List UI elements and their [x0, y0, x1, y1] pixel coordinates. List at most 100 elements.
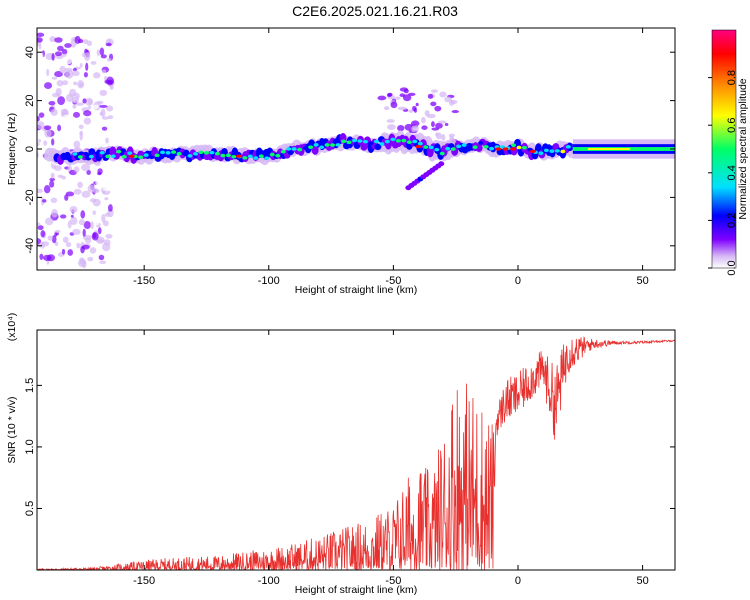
heatmap-cell: [92, 188, 99, 194]
heatmap-cell: [417, 141, 423, 146]
heatmap-cell: [72, 228, 81, 236]
heatmap-cell: [549, 149, 555, 153]
heatmap-cell: [54, 37, 63, 43]
heatmap-cell: [410, 120, 420, 127]
heatmap-cell: [313, 143, 319, 147]
heatmap-cell: [101, 69, 107, 74]
heatmap-cell: [291, 147, 297, 151]
heatmap-cell: [98, 254, 105, 261]
heatmap-cell: [374, 143, 382, 151]
heatmap-cell: [444, 96, 452, 103]
heatmap-cell: [83, 151, 89, 156]
heatmap-cell: [357, 139, 363, 143]
heatmap-cell: [51, 235, 57, 244]
heatmap-cell: [83, 71, 88, 78]
heatmap-cell: [394, 96, 401, 100]
heatmap-cell: [384, 139, 390, 144]
heatmap-cell: [37, 32, 45, 38]
heatmap-cell: [360, 142, 368, 151]
heatmap-cell: [103, 199, 107, 205]
colorbar-ticks: 0.0 0.2 0.4 0.6 0.8: [708, 70, 738, 276]
colorbar-tick-label: 0.6: [726, 118, 738, 133]
heatmap-cell: [390, 137, 396, 142]
x-tick-label: -100: [258, 275, 280, 287]
heatmap-cell: [510, 147, 517, 151]
heatmap-cell: [138, 155, 144, 160]
heatmap-cell: [96, 236, 105, 245]
heatmap-cell: [38, 112, 45, 118]
heatmap-cell: [57, 96, 65, 106]
heatmap-cell: [543, 148, 549, 153]
heatmap-cell: [76, 242, 81, 249]
heatmap-cell: [85, 97, 94, 106]
heatmap-cell: [88, 154, 94, 159]
heatmap-cell: [71, 70, 80, 77]
snr-ticks: -150 -100 -50 0 50 0.5 1.0 1.5: [24, 330, 675, 587]
heatmap-cell: [37, 188, 43, 193]
heatmap-cell: [64, 43, 72, 48]
heatmap-cell: [427, 93, 434, 99]
heatmap-cell: [99, 260, 107, 264]
heatmap-cell: [107, 58, 112, 62]
heatmap-cell: [346, 140, 352, 145]
heatmap-cell: [439, 91, 447, 98]
heatmap-cell: [59, 65, 66, 74]
heatmap-cell: [214, 151, 220, 156]
heatmap-cell: [72, 104, 77, 109]
x-tick-label: 0: [515, 575, 521, 587]
heatmap-cell: [73, 188, 82, 195]
heatmap-cell: [67, 249, 74, 256]
heatmap-cell: [95, 180, 102, 185]
x-tick-label: 50: [636, 275, 648, 287]
heatmap-cell: [435, 132, 439, 137]
heatmap-cell: [77, 39, 84, 44]
heatmap-cell: [171, 150, 177, 154]
heatmap-cell: [50, 108, 58, 116]
heatmap-cell: [105, 233, 113, 239]
heatmap-cell: [160, 150, 166, 155]
heatmap-cell: [62, 114, 71, 120]
heatmap-cell: [97, 171, 102, 176]
heatmap-cell: [83, 117, 92, 125]
heatmap-band-peak: [587, 148, 631, 150]
heatmap-cell: [448, 133, 455, 138]
heatmap-cell: [529, 149, 536, 154]
heatmap-cell: [81, 163, 91, 172]
heatmap-cell: [87, 256, 94, 262]
heatmap-cell: [387, 124, 396, 130]
heatmap-cell: [319, 145, 325, 150]
heatmap-cell: [421, 125, 428, 130]
heatmap-cell: [308, 145, 314, 150]
heatmap-cell: [44, 82, 53, 89]
heatmap-cell: [54, 51, 63, 57]
colorbar-tick-label: 0.8: [726, 70, 738, 85]
heatmap-cell: [42, 199, 47, 203]
heatmap-cell: [483, 145, 489, 149]
heatmap-cell: [55, 87, 62, 97]
heatmap-cell: [368, 141, 374, 146]
heatmap-cell: [258, 154, 264, 158]
heatmap-cell: [438, 161, 445, 167]
heatmap-cell: [84, 237, 92, 244]
heatmap-cell: [397, 124, 405, 132]
heatmap-cell: [89, 247, 97, 254]
heatmap-cell: [330, 143, 336, 147]
heatmap-cell: [107, 115, 114, 120]
snr-panel: -150 -100 -50 0 50 0.5 1.0 1.5 Height of straig…: [6, 313, 676, 596]
heatmap-cell: [377, 95, 387, 101]
heatmap-cell: [116, 149, 122, 154]
heatmap-cell: [64, 194, 69, 201]
heatmap-cell: [165, 151, 171, 155]
heatmap-cell: [104, 212, 111, 217]
heatmap-cell: [495, 147, 502, 151]
heatmap-cell: [412, 139, 418, 144]
heatmap-cell: [149, 155, 155, 160]
heatmap-cell: [77, 181, 83, 189]
heatmap-cell: [450, 147, 456, 151]
heatmap-cell: [445, 146, 451, 151]
heatmap-cell: [51, 208, 58, 218]
heatmap-cell: [80, 170, 85, 175]
heatmap-cell: [415, 102, 419, 107]
heatmap-cell: [362, 139, 368, 144]
heatmap-cell: [91, 139, 101, 143]
